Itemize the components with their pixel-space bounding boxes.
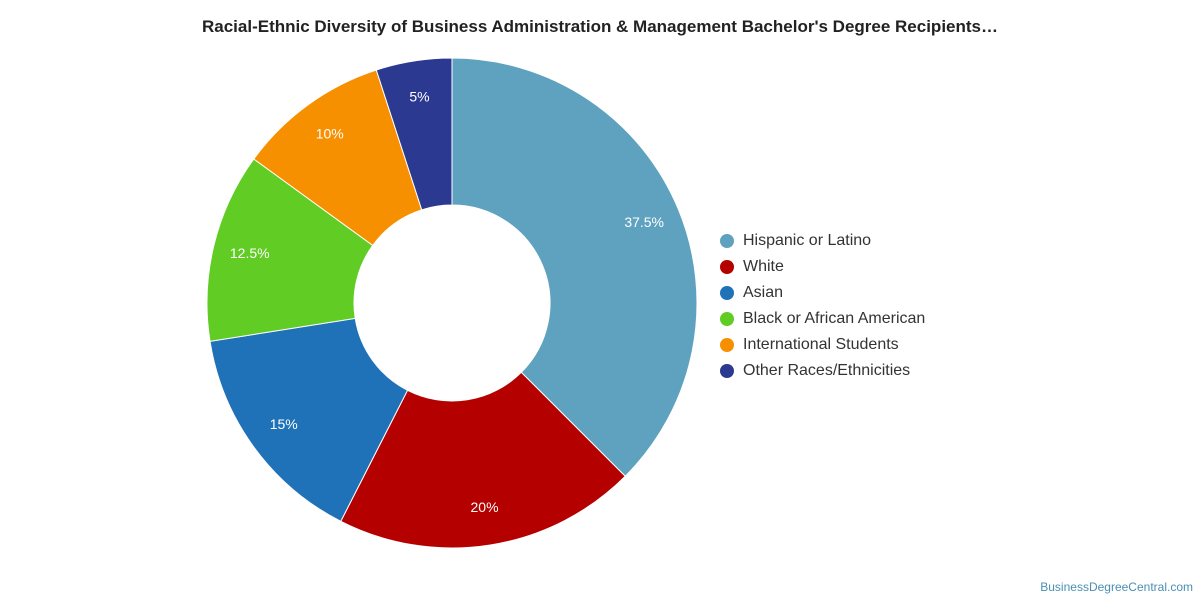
legend-item-other-races-ethnicities[interactable]: Other Races/Ethnicities (720, 358, 925, 384)
legend-label: Hispanic or Latino (743, 232, 872, 249)
slice-label-other-races-ethnicities: 5% (409, 88, 429, 104)
chart-title: Racial-Ethnic Diversity of Business Admi… (201, 17, 998, 36)
slice-white[interactable] (340, 371, 626, 549)
slice-black-or-african-american[interactable] (206, 158, 374, 342)
legend-label: Asian (743, 284, 784, 301)
slice-label-asian: 15% (270, 416, 298, 432)
slice-asian[interactable] (209, 317, 409, 522)
slice-label-black-or-african-american: 12.5% (230, 245, 270, 261)
legend-item-international-students[interactable]: International Students (720, 332, 925, 358)
legend-swatch (720, 260, 734, 274)
legend-swatch (720, 338, 734, 352)
slice-label-hispanic-or-latino: 37.5% (624, 214, 664, 230)
legend-label: International Students (743, 336, 899, 353)
legend-label: White (743, 258, 784, 275)
slice-label-white: 20% (471, 499, 499, 515)
legend-label: Black or African American (743, 310, 926, 327)
slice-other-races-ethnicities[interactable] (375, 57, 453, 211)
legend-item-asian[interactable]: Asian (720, 280, 925, 306)
slice-hispanic-or-latino[interactable] (451, 57, 698, 477)
legend-item-white[interactable]: White (720, 254, 925, 280)
legend-swatch (720, 312, 734, 326)
legend-swatch (720, 286, 734, 300)
legend-label: Other Races/Ethnicities (743, 362, 911, 379)
legend-item-black-or-african-american[interactable]: Black or African American (720, 306, 925, 332)
legend: Hispanic or Latino White Asian Black or Afr… (720, 228, 925, 384)
legend-swatch (720, 364, 734, 378)
slice-label-international-students: 10% (316, 125, 344, 141)
legend-item-hispanic-or-latino[interactable]: Hispanic or Latino (720, 228, 925, 254)
source-watermark[interactable]: BusinessDegreeCentral.com (1040, 580, 1193, 594)
legend-swatch (720, 234, 734, 248)
